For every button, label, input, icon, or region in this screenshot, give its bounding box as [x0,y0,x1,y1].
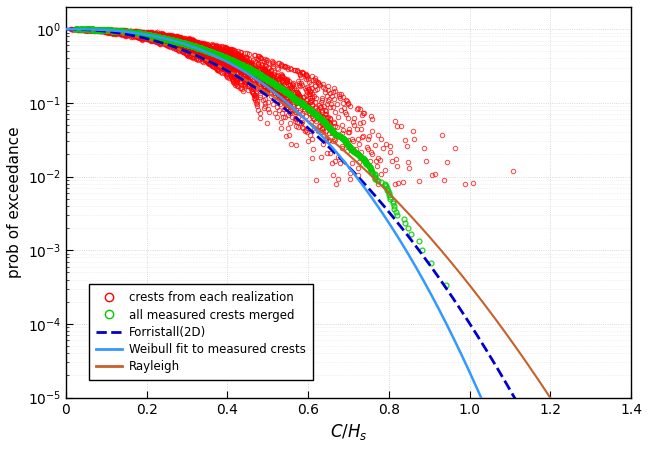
Forristall(2D) [100,28,108,34]
all measured crests merged [272,83,280,88]
Rayleigh [78,27,86,32]
Weibull fit to measured crests [244,71,252,76]
Weibull fit to measured crests [401,246,409,251]
Rayleigh [217,64,225,70]
Weibull fit to measured crests [62,26,70,32]
Line: Forristall(2D): Forristall(2D) [66,29,516,401]
Rayleigh [152,39,160,44]
crests from each realization [125,31,132,36]
crests from each realization [182,51,190,56]
Rayleigh [62,26,70,32]
all measured crests merged [71,26,79,32]
Forristall(2D) [62,26,70,32]
crests from each realization [73,27,81,32]
all measured crests merged [290,96,298,101]
Weibull fit to measured crests [228,62,236,67]
Line: crests from each realization: crests from each realization [68,27,515,186]
Forristall(2D) [512,398,520,403]
Forristall(2D) [307,128,315,133]
Line: all measured crests merged: all measured crests merged [72,26,448,288]
all measured crests merged [96,27,104,32]
crests from each realization [346,171,354,176]
Line: Rayleigh: Rayleigh [66,29,552,401]
crests from each realization [461,181,469,187]
Y-axis label: prob of exceedance: prob of exceedance [7,127,22,278]
Weibull fit to measured crests [381,215,389,220]
Rayleigh [548,398,556,403]
all measured crests merged [136,31,143,36]
crests from each realization [67,26,75,32]
all measured crests merged [442,283,450,288]
Rayleigh [375,180,383,185]
Forristall(2D) [370,191,378,197]
Weibull fit to measured crests [478,398,486,403]
crests from each realization [358,112,366,117]
Forristall(2D) [63,26,71,32]
Legend: crests from each realization, all measured crests merged, Forristall(2D), Weibul: crests from each realization, all measur… [89,284,313,380]
all measured crests merged [227,57,234,62]
crests from each realization [190,40,198,45]
Rayleigh [536,379,544,385]
Line: Weibull fit to measured crests: Weibull fit to measured crests [66,29,482,401]
X-axis label: $C/H_s$: $C/H_s$ [330,422,367,442]
crests from each realization [215,58,223,64]
Forristall(2D) [336,156,344,161]
Forristall(2D) [395,221,402,227]
Weibull fit to measured crests [237,66,245,72]
crests from each realization [87,27,95,33]
Rayleigh [97,28,104,34]
all measured crests merged [218,54,226,59]
Weibull fit to measured crests [259,81,267,87]
